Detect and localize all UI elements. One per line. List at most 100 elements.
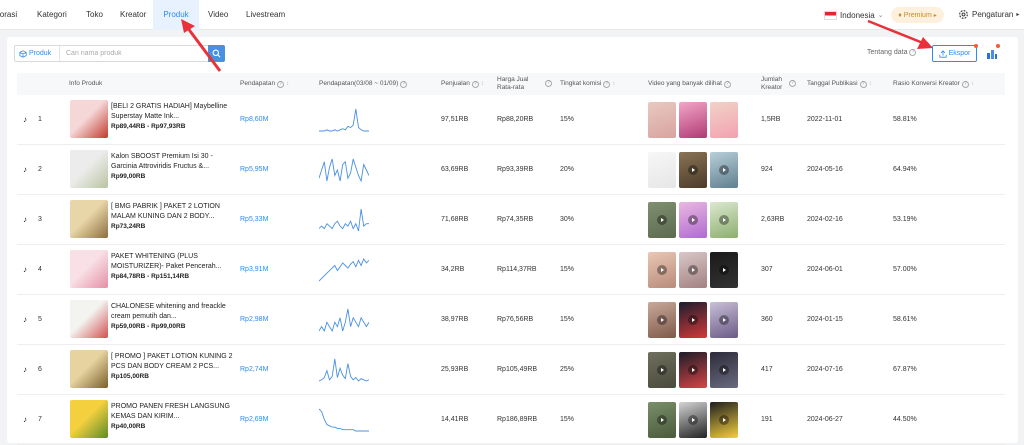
sparkline-path: [319, 408, 369, 432]
revenue-value: Rp3,91M: [240, 266, 269, 273]
product-title[interactable]: PAKET WHITENING (PLUS MOISTURIZER)- Pake…: [111, 253, 222, 270]
video-thumbnail[interactable]: [710, 202, 738, 238]
video-thumbnail[interactable]: [648, 252, 676, 288]
table-row[interactable]: ♪ 3 [ BMG PABRIK ] PAKET 2 LOTION MALAM KU…: [17, 195, 1005, 245]
product-title[interactable]: [ PROMO ] PAKET LOTION KUNING 2 PCS DAN …: [111, 353, 233, 370]
bar-chart-button[interactable]: [983, 45, 1000, 62]
video-thumbnail[interactable]: [679, 402, 707, 438]
notification-dot: [974, 44, 978, 48]
sort-icon: ↕: [286, 81, 290, 87]
video-thumbnail[interactable]: [648, 352, 676, 388]
video-thumbnail[interactable]: [710, 352, 738, 388]
product-image[interactable]: [70, 400, 108, 438]
nav-item-livestream[interactable]: Livestream: [246, 10, 286, 19]
product-image[interactable]: [70, 350, 108, 388]
video-thumbnail[interactable]: [679, 352, 707, 388]
top-nav-bar: lorasi Kategori Toko Kreator Produk Vide…: [0, 0, 1024, 30]
sort-icon: ↕: [612, 81, 616, 87]
settings-menu[interactable]: Pengaturan ▸: [958, 9, 1019, 20]
video-thumbnail[interactable]: [648, 202, 676, 238]
about-data-link[interactable]: Tentang data ?: [867, 49, 917, 56]
product-title[interactable]: PROMO PANEN FRESH LANGSUNG KEMAS DAN KIR…: [111, 403, 230, 420]
product-image[interactable]: [70, 100, 108, 138]
product-title[interactable]: CHALONESE whitening and freackle cream p…: [111, 303, 226, 320]
video-thumbnail[interactable]: [679, 202, 707, 238]
col-publish-date[interactable]: Tanggal Publikasi? ↕: [807, 80, 872, 88]
col-avg-price[interactable]: Harga Jual Rata-rata: [497, 76, 528, 92]
nav-item-video[interactable]: Video: [208, 10, 229, 19]
export-button[interactable]: Ekspor: [932, 45, 977, 62]
video-thumbnail[interactable]: [710, 152, 738, 188]
product-title[interactable]: [BELI 2 GRATIS HADIAH] Maybelline Supers…: [111, 103, 228, 120]
revenue-sparkline: [319, 208, 369, 232]
chevron-down-icon: ⌄: [877, 12, 884, 19]
publish-date: 2024-01-15: [807, 316, 843, 323]
nav-item-toko[interactable]: Toko: [86, 10, 103, 19]
product-price-range: Rp89,44RB - Rp97,93RB: [111, 123, 186, 130]
col-conversion[interactable]: Rasio Konversi Kreator? ↕: [893, 80, 974, 88]
table-row[interactable]: ♪ 6 [ PROMO ] PAKET LOTION KUNING 2 PCS DA…: [17, 345, 1005, 395]
video-thumbnail[interactable]: [710, 402, 738, 438]
video-thumbnail[interactable]: [679, 302, 707, 338]
col-commission[interactable]: Tingkat komisi? ↕: [560, 80, 615, 88]
tiktok-icon: ♪: [23, 315, 27, 324]
publish-date: 2024-05-16: [807, 166, 843, 173]
nav-item-eksplorasi[interactable]: lorasi: [0, 10, 18, 19]
revenue-value: Rp2,74M: [240, 366, 269, 373]
commission-value: 15%: [560, 316, 575, 323]
play-icon: [688, 315, 698, 325]
video-thumbnail[interactable]: [710, 302, 738, 338]
avg-price-value: Rp186,89RB: [497, 416, 538, 423]
question-icon: ?: [789, 80, 796, 87]
question-icon: ?: [961, 80, 969, 88]
video-thumbnail[interactable]: [710, 102, 738, 138]
premium-badge[interactable]: ♦ Premium ▸: [891, 7, 944, 23]
nav-item-kategori[interactable]: Kategori: [37, 10, 67, 19]
product-title[interactable]: Kalon SBOOST Premium Isi 30 - Garcinia A…: [111, 153, 213, 170]
caret-right-icon: ▸: [1016, 12, 1020, 18]
table-row[interactable]: ♪ 5 CHALONESE whitening and freackle cream…: [17, 295, 1005, 345]
table-row[interactable]: ♪ 7 PROMO PANEN FRESH LANGSUNG KEMAS DAN K…: [17, 395, 1005, 445]
search-type-selector[interactable]: Produk: [15, 46, 60, 61]
sort-icon: ↕: [970, 81, 974, 87]
product-image[interactable]: [70, 300, 108, 338]
product-title[interactable]: [ BMG PABRIK ] PAKET 2 LOTION MALAM KUNI…: [111, 203, 220, 220]
video-thumbnail[interactable]: [679, 252, 707, 288]
diamond-icon: ♦: [898, 11, 902, 19]
nav-item-produk[interactable]: Produk: [153, 0, 199, 30]
video-thumbnail[interactable]: [679, 152, 707, 188]
col-revenue-trend-label: Pendapatan(03/08 ~ 01/09): [319, 80, 399, 87]
revenue-sparkline: [319, 108, 369, 132]
col-creators[interactable]: Jumlah Kreator: [761, 76, 782, 92]
col-avg-price-label: Harga Jual: [497, 76, 529, 83]
video-thumbnail[interactable]: [710, 252, 738, 288]
product-price-range: Rp84,78RB - Rp151,14RB: [111, 273, 190, 280]
search-button[interactable]: [208, 45, 225, 62]
product-image[interactable]: [70, 200, 108, 238]
video-thumbnail[interactable]: [648, 102, 676, 138]
nav-item-kreator[interactable]: Kreator: [120, 10, 147, 19]
search-input[interactable]: [62, 46, 207, 61]
tiktok-icon: ♪: [23, 115, 27, 124]
language-selector[interactable]: Indonesia ⌄: [824, 9, 884, 21]
product-image[interactable]: [70, 250, 108, 288]
col-revenue[interactable]: Pendapatan? ↕: [240, 80, 289, 88]
table-row[interactable]: ♪ 4 PAKET WHITENING (PLUS MOISTURIZER)- Pa…: [17, 245, 1005, 295]
product-image[interactable]: [70, 150, 108, 188]
conversion-rate: 53.19%: [893, 216, 917, 223]
table-row[interactable]: ♪ 1 [BELI 2 GRATIS HADIAH] Maybelline Supe…: [17, 95, 1005, 145]
upload-icon: [938, 49, 947, 58]
video-thumbnail[interactable]: [648, 302, 676, 338]
sales-value: 97,51RB: [441, 116, 469, 123]
video-thumbnail[interactable]: [648, 402, 676, 438]
video-thumbnail[interactable]: [679, 102, 707, 138]
commission-value: 15%: [560, 416, 575, 423]
video-thumbnail[interactable]: [648, 152, 676, 188]
sparkline-path: [319, 208, 369, 232]
creator-count: 360: [761, 316, 773, 323]
avg-price-value: Rp105,49RB: [497, 366, 538, 373]
play-icon: [657, 265, 667, 275]
table-row[interactable]: ♪ 2 Kalon SBOOST Premium Isi 30 - Garcinia…: [17, 145, 1005, 195]
about-data-label: Tentang data: [867, 49, 908, 56]
col-sales[interactable]: Penjualan? ↕: [441, 80, 484, 88]
